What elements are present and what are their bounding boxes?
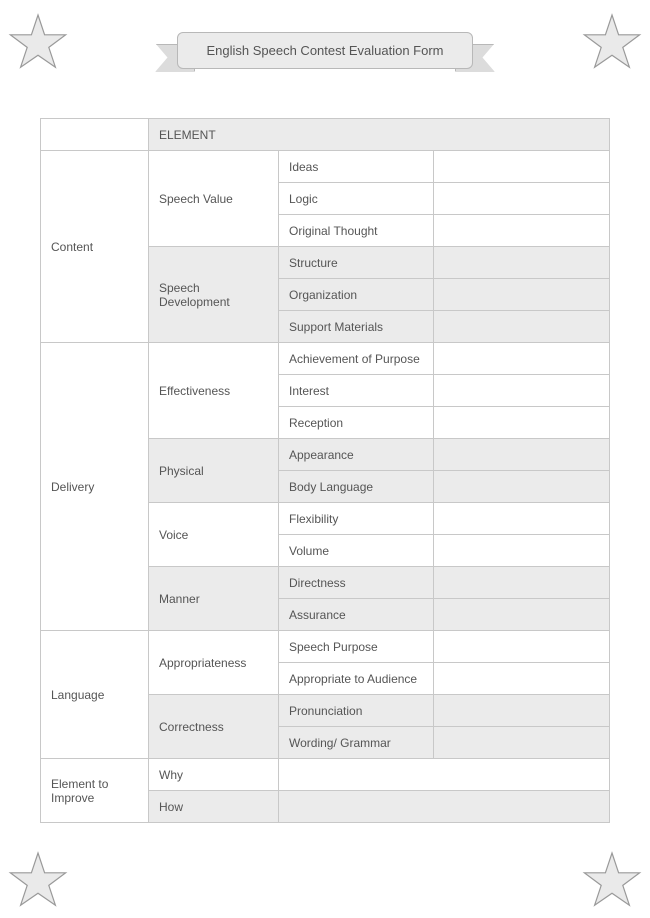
item-cell: Logic	[279, 183, 434, 215]
score-cell[interactable]	[434, 695, 610, 727]
item-cell: Structure	[279, 247, 434, 279]
category-cell: Delivery	[41, 343, 149, 631]
score-cell[interactable]	[434, 631, 610, 663]
category-cell: Language	[41, 631, 149, 759]
item-cell: Pronunciation	[279, 695, 434, 727]
score-cell[interactable]	[434, 663, 610, 695]
category-cell: Content	[41, 151, 149, 343]
score-cell[interactable]	[434, 151, 610, 183]
header-element-cell: ELEMENT	[149, 119, 610, 151]
score-cell[interactable]	[434, 375, 610, 407]
item-cell: Appropriate to Audience	[279, 663, 434, 695]
header-blank-cell	[41, 119, 149, 151]
subcategory-cell: Why	[149, 759, 279, 791]
item-cell: Interest	[279, 375, 434, 407]
improve-input-cell[interactable]	[279, 791, 610, 823]
subcategory-cell: How	[149, 791, 279, 823]
subcategory-cell: Speech Development	[149, 247, 279, 343]
title-banner: English Speech Contest Evaluation Form	[0, 18, 650, 83]
item-cell: Volume	[279, 535, 434, 567]
improve-input-cell[interactable]	[279, 759, 610, 791]
star-icon	[582, 850, 642, 910]
star-icon	[8, 12, 68, 72]
star-icon	[582, 12, 642, 72]
score-cell[interactable]	[434, 247, 610, 279]
category-cell: Element to Improve	[41, 759, 149, 823]
evaluation-table: ELEMENTContentSpeech ValueIdeasLogicOrig…	[40, 118, 610, 823]
score-cell[interactable]	[434, 215, 610, 247]
banner-title: English Speech Contest Evaluation Form	[177, 32, 472, 69]
score-cell[interactable]	[434, 503, 610, 535]
item-cell: Body Language	[279, 471, 434, 503]
score-cell[interactable]	[434, 279, 610, 311]
evaluation-form-table: ELEMENTContentSpeech ValueIdeasLogicOrig…	[40, 118, 610, 823]
score-cell[interactable]	[434, 535, 610, 567]
subcategory-cell: Speech Value	[149, 151, 279, 247]
score-cell[interactable]	[434, 407, 610, 439]
item-cell: Speech Purpose	[279, 631, 434, 663]
subcategory-cell: Correctness	[149, 695, 279, 759]
item-cell: Flexibility	[279, 503, 434, 535]
item-cell: Assurance	[279, 599, 434, 631]
score-cell[interactable]	[434, 343, 610, 375]
score-cell[interactable]	[434, 567, 610, 599]
item-cell: Support Materials	[279, 311, 434, 343]
item-cell: Appearance	[279, 439, 434, 471]
subcategory-cell: Physical	[149, 439, 279, 503]
score-cell[interactable]	[434, 727, 610, 759]
item-cell: Directness	[279, 567, 434, 599]
score-cell[interactable]	[434, 311, 610, 343]
item-cell: Ideas	[279, 151, 434, 183]
score-cell[interactable]	[434, 183, 610, 215]
item-cell: Reception	[279, 407, 434, 439]
subcategory-cell: Voice	[149, 503, 279, 567]
subcategory-cell: Effectiveness	[149, 343, 279, 439]
item-cell: Achievement of Purpose	[279, 343, 434, 375]
subcategory-cell: Appropriateness	[149, 631, 279, 695]
subcategory-cell: Manner	[149, 567, 279, 631]
score-cell[interactable]	[434, 439, 610, 471]
star-icon	[8, 850, 68, 910]
score-cell[interactable]	[434, 599, 610, 631]
item-cell: Wording/ Grammar	[279, 727, 434, 759]
item-cell: Original Thought	[279, 215, 434, 247]
score-cell[interactable]	[434, 471, 610, 503]
item-cell: Organization	[279, 279, 434, 311]
